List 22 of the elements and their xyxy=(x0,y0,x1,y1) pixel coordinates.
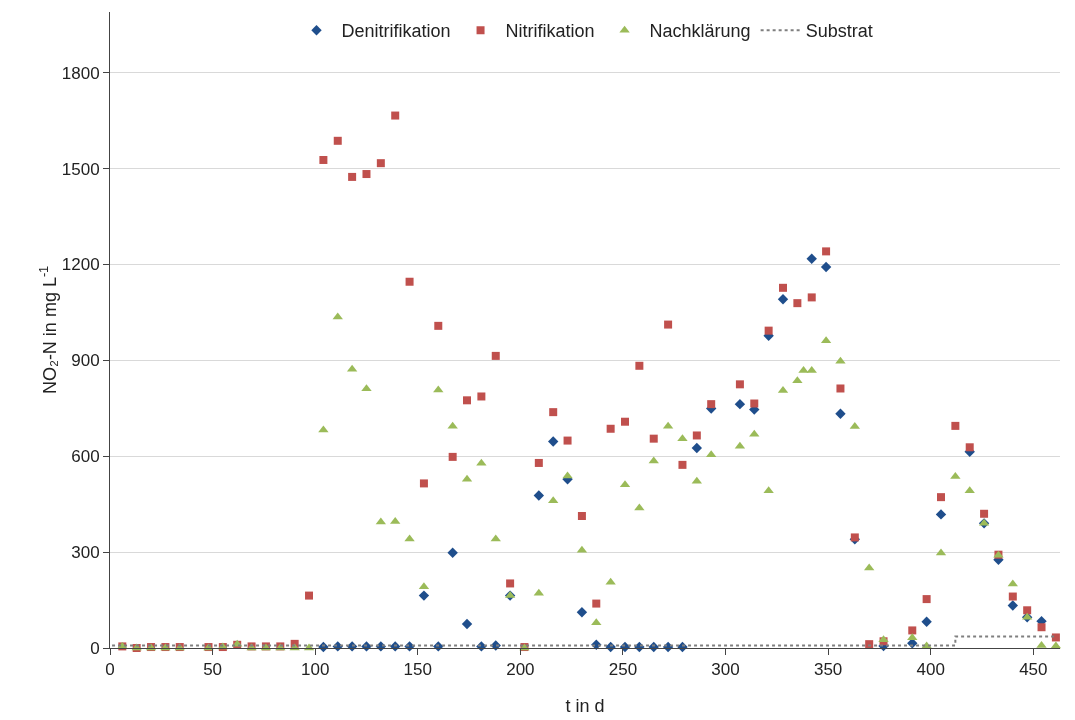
y-tick-label: 300 xyxy=(71,543,100,563)
y-tick-label: 1500 xyxy=(61,159,100,179)
x-tick-label: 250 xyxy=(608,660,638,680)
x-tick-label: 300 xyxy=(711,660,740,680)
x-tick-label: 150 xyxy=(403,660,432,680)
x-tick-label: 100 xyxy=(300,660,330,680)
y-tick-label: 900 xyxy=(71,351,100,371)
legend-label: Substrat xyxy=(805,21,873,42)
x-tick-label: 400 xyxy=(916,660,945,680)
legend-label: Nachklärung xyxy=(649,21,751,42)
y-tick-label: 600 xyxy=(71,447,100,467)
x-axis-title: t in d xyxy=(565,696,605,716)
legend-label: Nitrifikation xyxy=(505,21,595,42)
x-tick-label: 450 xyxy=(1019,660,1048,680)
y-tick-label: 1800 xyxy=(61,63,100,83)
x-tick-label: 0 xyxy=(105,660,115,680)
x-tick-label: 350 xyxy=(813,660,843,680)
y-tick-label: 0 xyxy=(90,638,100,658)
legend-label: Denitrifikation xyxy=(341,21,451,42)
y-tick-label: 1200 xyxy=(61,255,100,275)
x-tick-label: 200 xyxy=(506,660,535,680)
x-tick-label: 50 xyxy=(203,660,223,680)
